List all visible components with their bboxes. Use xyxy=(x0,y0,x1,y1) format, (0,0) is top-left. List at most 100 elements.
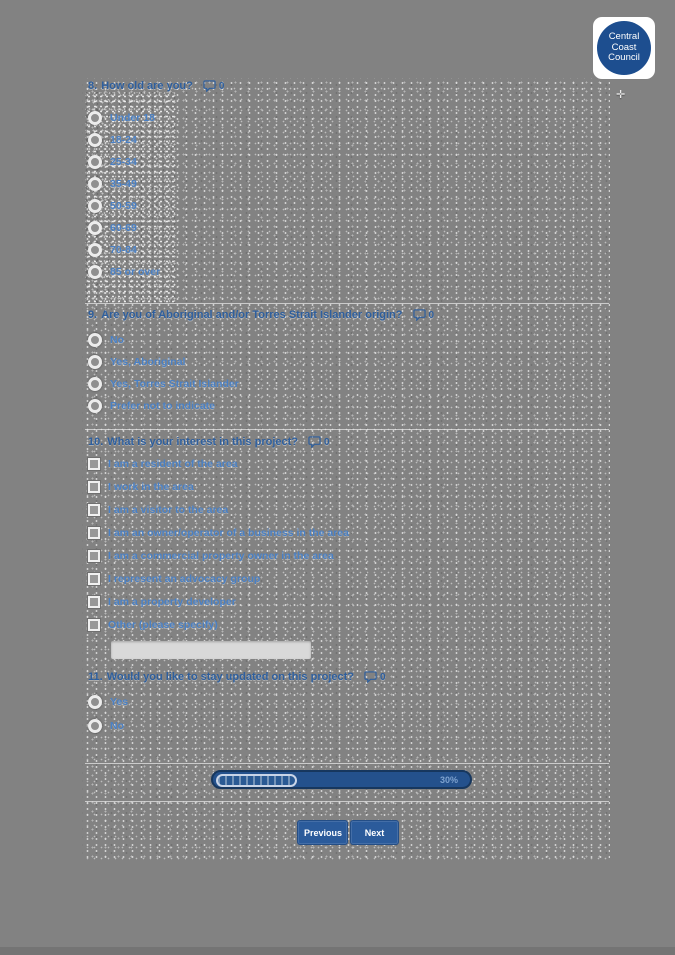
option-label[interactable]: I am a visitor to the area xyxy=(108,504,229,516)
comment-bubble-icon xyxy=(308,436,321,448)
option-label[interactable]: 85 or over xyxy=(110,266,161,278)
question-number: 11. xyxy=(88,671,103,683)
checkbox-icon[interactable] xyxy=(87,595,101,609)
radio-option-prefer-not-to-indicate[interactable]: Prefer not to indicate xyxy=(88,399,608,413)
radio-option-under-18[interactable]: Under 18 xyxy=(88,111,608,125)
comment-count[interactable]: 0 xyxy=(324,436,330,448)
radio-option-25-34[interactable]: 25-34 xyxy=(88,155,608,169)
comments-button[interactable]: 0 xyxy=(203,80,225,92)
comment-bubble-icon xyxy=(203,80,216,92)
next-button[interactable]: Next xyxy=(350,820,399,845)
radio-option-no[interactable]: No xyxy=(88,333,608,347)
radio-option-18-24[interactable]: 18-24 xyxy=(88,133,608,147)
radio-icon[interactable] xyxy=(88,133,102,147)
radio-option-no[interactable]: No xyxy=(88,719,608,733)
radio-option-60-69[interactable]: 60-69 xyxy=(88,221,608,235)
option-list: Yes No xyxy=(88,695,608,733)
option-label[interactable]: 35-49 xyxy=(110,178,137,190)
option-label[interactable]: Yes xyxy=(110,696,129,708)
comments-button[interactable]: 0 xyxy=(412,309,435,321)
asterisk-icon: ✛ xyxy=(616,89,626,101)
radio-icon[interactable] xyxy=(88,111,102,125)
radio-icon[interactable] xyxy=(88,355,102,369)
radio-option-85-or-over[interactable]: 85 or over xyxy=(88,265,608,279)
checkbox-option-other-please-specify[interactable]: Other (please specify) xyxy=(87,618,608,632)
question-text: Would you like to stay updated on this p… xyxy=(106,671,354,683)
comment-count[interactable]: 0 xyxy=(218,80,225,92)
progress-bar-fill xyxy=(216,774,298,787)
option-list: No Yes, Aboriginal Yes, Torres Strait Isla… xyxy=(88,333,608,413)
option-label[interactable]: 70-84 xyxy=(110,244,137,256)
option-label[interactable]: No xyxy=(110,334,124,346)
radio-icon[interactable] xyxy=(88,243,102,257)
radio-option-yes[interactable]: Yes xyxy=(88,695,608,709)
radio-icon[interactable] xyxy=(88,221,102,235)
radio-icon[interactable] xyxy=(88,399,102,413)
option-label[interactable]: 18-24 xyxy=(110,134,137,146)
option-label[interactable]: 25-34 xyxy=(110,156,137,168)
option-label[interactable]: I am a resident of the area xyxy=(108,458,238,470)
radio-option-yes-aboriginal[interactable]: Yes, Aboriginal xyxy=(88,355,608,369)
question-number: 10. xyxy=(88,436,104,448)
comments-button[interactable]: 0 xyxy=(308,436,330,448)
checkbox-option-i-am-a-commercial-property-owner-in-the-area[interactable]: I am a commercial property owner in the … xyxy=(87,549,608,563)
radio-option-50-59[interactable]: 50-59 xyxy=(88,199,608,213)
question-stay-updated: 11. Would you like to stay updated on th… xyxy=(88,671,608,743)
option-label[interactable]: 50-59 xyxy=(110,200,137,212)
checkbox-option-i-work-in-the-area[interactable]: I work in the area xyxy=(87,480,608,494)
option-label[interactable]: I am a property developer xyxy=(108,596,236,608)
comment-count[interactable]: 0 xyxy=(428,309,435,321)
checkbox-icon[interactable] xyxy=(87,526,101,540)
option-label[interactable]: Prefer not to indicate xyxy=(110,400,216,412)
radio-icon[interactable] xyxy=(88,333,102,347)
council-logo-circle: Central Coast Council xyxy=(597,21,651,75)
checkbox-icon[interactable] xyxy=(87,503,101,517)
radio-option-35-49[interactable]: 35-49 xyxy=(88,177,608,191)
comment-count[interactable]: 0 xyxy=(380,671,386,683)
radio-option-70-84[interactable]: 70-84 xyxy=(88,243,608,257)
radio-icon[interactable] xyxy=(88,177,102,191)
radio-icon[interactable] xyxy=(88,265,102,279)
other-specify-input[interactable] xyxy=(111,641,311,659)
council-logo: Central Coast Council xyxy=(593,17,655,79)
option-label[interactable]: No xyxy=(110,720,124,732)
option-label[interactable]: Other (please specify) xyxy=(108,619,218,631)
radio-icon[interactable] xyxy=(88,155,102,169)
checkbox-icon[interactable] xyxy=(87,480,101,494)
option-label[interactable]: 60-69 xyxy=(110,222,137,234)
radio-icon[interactable] xyxy=(88,377,102,391)
option-label[interactable]: Yes, Aboriginal xyxy=(110,356,186,368)
checkbox-icon[interactable] xyxy=(87,618,101,632)
logo-line: Central xyxy=(608,31,640,43)
footer-strip xyxy=(0,947,675,955)
question-title: 8. How old are you? 0 xyxy=(88,80,608,92)
checkbox-option-i-am-a-property-developer[interactable]: I am a property developer xyxy=(87,595,608,609)
option-list: Under 18 18-24 25-34 35-49 50-59 60-69 70-84 85… xyxy=(88,111,608,279)
option-label[interactable]: I represent an advocacy group xyxy=(108,573,261,585)
option-label[interactable]: Under 18 xyxy=(110,112,155,124)
checkbox-option-i-am-a-resident-of-the-area[interactable]: I am a resident of the area xyxy=(87,457,608,471)
checkbox-option-i-am-a-visitor-to-the-area[interactable]: I am a visitor to the area xyxy=(87,503,608,517)
comment-bubble-icon xyxy=(364,671,377,683)
checkbox-icon[interactable] xyxy=(87,572,101,586)
comments-button[interactable]: 0 xyxy=(364,671,386,683)
comment-bubble-icon xyxy=(412,309,426,321)
option-label[interactable]: I am a commercial property owner in the … xyxy=(108,550,334,562)
question-title: 10. What is your interest in this projec… xyxy=(88,436,608,448)
checkbox-option-i-represent-an-advocacy-group[interactable]: I represent an advocacy group xyxy=(87,572,608,586)
checkbox-icon[interactable] xyxy=(87,457,101,471)
radio-icon[interactable] xyxy=(88,199,102,213)
radio-icon[interactable] xyxy=(88,695,102,709)
option-label[interactable]: Yes, Torres Strait Islander xyxy=(110,378,239,390)
previous-button[interactable]: Previous xyxy=(297,820,348,845)
question-aboriginal-origin: 9. Are you of Aboriginal and/or Torres S… xyxy=(88,309,608,421)
checkbox-icon[interactable] xyxy=(87,549,101,563)
radio-icon[interactable] xyxy=(88,719,102,733)
option-label[interactable]: I am an owner/operator of a business in … xyxy=(108,527,349,539)
logo-line: Coast xyxy=(611,41,637,53)
checkbox-option-i-am-an-owner-operator-of-a-business-in-the-area[interactable]: I am an owner/operator of a business in … xyxy=(87,526,608,540)
question-interest: 10. What is your interest in this projec… xyxy=(87,436,608,659)
radio-option-yes-torres-strait-islander[interactable]: Yes, Torres Strait Islander xyxy=(88,377,608,391)
option-label[interactable]: I work in the area xyxy=(108,481,194,493)
